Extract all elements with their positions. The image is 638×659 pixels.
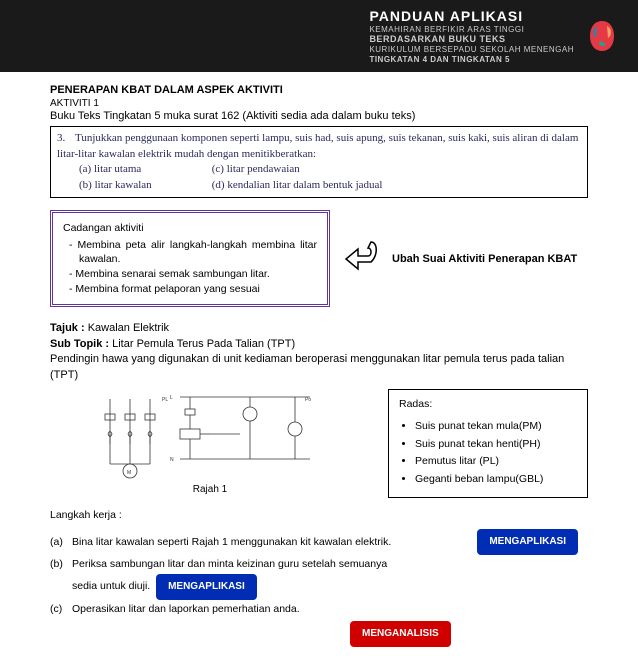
- step-b: (b) Periksa sambungan litar dan minta ke…: [50, 555, 588, 574]
- q-options: (a) litar utama (c) litar pendawaian (b)…: [57, 162, 581, 193]
- step-b-text: Periksa sambungan litar dan minta keizin…: [72, 555, 387, 574]
- step-b2-text: sedia untuk diuji.: [72, 577, 150, 596]
- q-num: 3.: [57, 131, 75, 146]
- header-text: PANDUAN APLIKASI KEMAHIRAN BERFIKIR ARAS…: [369, 8, 574, 64]
- step-a-text: Bina litar kawalan seperti Rajah 1 mengg…: [72, 533, 391, 552]
- subtopik-label: Sub Topik :: [50, 338, 112, 350]
- opt-b: (b) litar kawalan: [79, 178, 209, 193]
- radas-4: Geganti beban lampu(GBL): [415, 471, 577, 489]
- svg-text:M: M: [127, 470, 131, 476]
- svg-text:PL: PL: [162, 397, 168, 403]
- svg-text:N: N: [170, 457, 174, 463]
- radas-box: Radas: Suis punat tekan mula(PM) Suis pu…: [388, 389, 588, 498]
- radas-list: Suis punat tekan mula(PM) Suis punat tek…: [399, 418, 577, 489]
- step-c-label: (c): [50, 600, 72, 619]
- radas-label: Radas:: [399, 398, 432, 410]
- topic-desc: Pendingin hawa yang digunakan di unit ke…: [50, 353, 564, 380]
- suggestion-box: Cadangan aktiviti - Membina peta alir la…: [50, 210, 330, 307]
- tajuk-label: Tajuk :: [50, 322, 88, 334]
- svg-text:Po: Po: [305, 397, 311, 403]
- step-b2: sedia untuk diuji. MENGAPLIKASI: [50, 574, 588, 600]
- header-sub2: BERDASARKAN BUKU TEKS: [369, 34, 574, 45]
- step-c-text: Operasikan litar dan laporkan pemerhatia…: [72, 600, 300, 619]
- opt-a: (a) litar utama: [79, 162, 209, 177]
- step-a: (a) Bina litar kawalan seperti Rajah 1 m…: [50, 529, 588, 555]
- page-content: PENERAPAN KBAT DALAM ASPEK AKTIVITI AKTI…: [0, 72, 638, 658]
- header-sub3: KURIKULUM BERSEPADU SEKOLAH MENENGAH: [369, 45, 574, 55]
- brain-logo-icon: [582, 16, 622, 56]
- opt-c: (c) litar pendawaian: [212, 162, 300, 177]
- steps-block: Langkah kerja : (a) Bina litar kawalan s…: [50, 506, 588, 647]
- opt-d: (d) kendalian litar dalam bentuk jadual: [212, 178, 383, 193]
- steps-head: Langkah kerja :: [50, 506, 588, 525]
- modify-label: Ubah Suai Aktiviti Penerapan KBAT: [392, 253, 577, 265]
- suggest-2: - Membina senarai semak sambungan litar.: [63, 267, 317, 282]
- suggest-label: Cadangan aktiviti: [63, 221, 317, 236]
- step-c: (c) Operasikan litar dan laporkan pemerh…: [50, 600, 588, 619]
- analisis-row: MENGANALISIS: [50, 621, 588, 647]
- diagram-caption: Rajah 1: [90, 484, 330, 495]
- header-sub1: KEMAHIRAN BERFIKIR ARAS TINGGI: [369, 25, 574, 35]
- header-title: PANDUAN APLIKASI: [369, 8, 574, 25]
- suggest-1: - Membina peta alir langkah-langkah memb…: [63, 238, 317, 267]
- question-box: 3.Tunjukkan penggunaan komponen seperti …: [50, 126, 588, 198]
- svg-text:L: L: [170, 395, 173, 401]
- question-text: 3.Tunjukkan penggunaan komponen seperti …: [57, 131, 581, 193]
- subtopik-value: Litar Pemula Terus Pada Talian (TPT): [112, 338, 295, 350]
- step-b-label: (b): [50, 555, 72, 574]
- radas-2: Suis punat tekan henti(PH): [415, 436, 577, 454]
- header-sub4: TINGKATAN 4 DAN TINGKATAN 5: [369, 55, 574, 65]
- q-main: Tunjukkan penggunaan komponen seperti la…: [57, 132, 578, 159]
- badge-analisis: MENGANALISIS: [350, 621, 451, 647]
- topic-block: Tajuk : Kawalan Elektrik Sub Topik : Lit…: [50, 321, 588, 383]
- diagram-box: M L N: [90, 389, 330, 495]
- radas-3: Pemutus litar (PL): [415, 453, 577, 471]
- circuit-diagram: M L N: [100, 389, 320, 479]
- suggest-3: - Membina format pelaporan yang sesuai: [63, 282, 317, 297]
- diagram-row: M L N: [50, 389, 588, 498]
- header-banner: PANDUAN APLIKASI KEMAHIRAN BERFIKIR ARAS…: [0, 0, 638, 72]
- book-ref: Buku Teks Tingkatan 5 muka surat 162 (Ak…: [50, 110, 588, 122]
- tajuk-value: Kawalan Elektrik: [88, 322, 169, 334]
- activity-label: AKTIVITI 1: [50, 98, 588, 109]
- radas-1: Suis punat tekan mula(PM): [415, 418, 577, 436]
- badge-aplikasi-1: MENGAPLIKASI: [477, 529, 578, 555]
- mid-row: Cadangan aktiviti - Membina peta alir la…: [50, 210, 588, 307]
- curved-arrow-icon: [336, 234, 386, 284]
- step-a-label: (a): [50, 533, 72, 552]
- badge-aplikasi-2: MENGAPLIKASI: [156, 574, 257, 600]
- section-title: PENERAPAN KBAT DALAM ASPEK AKTIVITI: [50, 84, 588, 96]
